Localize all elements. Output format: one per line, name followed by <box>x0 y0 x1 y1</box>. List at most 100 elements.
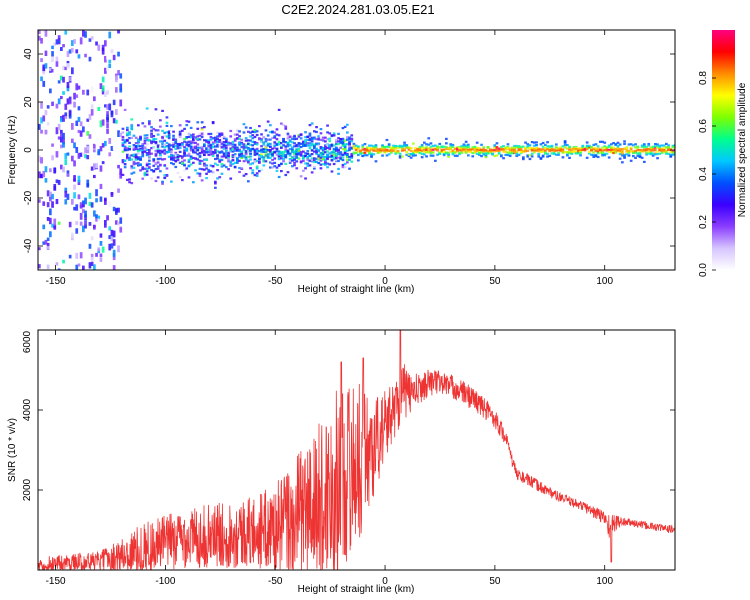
heat-cell <box>365 146 369 149</box>
heat-cell <box>313 159 316 162</box>
heat-cell <box>330 159 334 162</box>
heat-cell <box>244 153 248 156</box>
heat-cell <box>550 152 554 155</box>
heat-cell <box>480 149 483 152</box>
heat-cell <box>317 144 321 147</box>
heat-cell <box>93 163 96 170</box>
heat-cell <box>315 126 318 129</box>
heat-cell <box>352 142 356 145</box>
heat-cell <box>297 133 301 137</box>
heat-cell <box>64 190 68 198</box>
heat-cell <box>156 158 160 161</box>
heat-cell <box>38 264 41 269</box>
colorbar-tick-label: 0.6 <box>698 119 709 133</box>
heat-cell <box>187 154 191 157</box>
heat-cell <box>90 253 94 258</box>
heat-cell <box>198 146 202 149</box>
heat-cell <box>357 153 360 157</box>
heat-cell <box>519 147 523 151</box>
heat-cell <box>258 161 261 164</box>
heat-cell <box>172 154 175 157</box>
heat-cell <box>348 149 351 152</box>
heat-cell <box>541 148 545 151</box>
heat-cell <box>643 160 646 163</box>
heat-cell <box>636 149 640 152</box>
heat-cell <box>57 180 61 185</box>
heat-cell <box>207 150 211 154</box>
heat-cell <box>460 151 464 154</box>
heat-cell <box>159 157 162 160</box>
heat-cell <box>341 144 345 147</box>
heat-cell <box>383 151 387 154</box>
heat-cell <box>172 145 175 148</box>
heat-cell <box>88 201 92 207</box>
heat-cell <box>222 164 226 167</box>
heat-cell <box>258 150 261 153</box>
heat-cell <box>159 140 162 143</box>
heat-cell <box>332 150 336 153</box>
heat-cell <box>49 191 52 199</box>
heat-cell <box>238 153 241 156</box>
heat-cell <box>95 82 98 87</box>
heat-cell <box>588 144 591 147</box>
heat-cell <box>161 135 164 139</box>
heat-cell <box>211 171 215 174</box>
heat-cell <box>200 133 204 136</box>
heat-cell <box>51 56 54 62</box>
heat-cell <box>304 144 307 147</box>
heat-cell <box>55 262 59 266</box>
heat-cell <box>172 130 175 133</box>
heat-cell <box>321 153 325 156</box>
heat-cell <box>134 162 138 165</box>
heat-cell <box>42 30 46 32</box>
heat-cell <box>363 149 367 152</box>
heat-cell <box>51 193 54 200</box>
heat-cell <box>310 157 314 160</box>
heat-cell <box>302 155 305 158</box>
heat-cell <box>53 42 57 46</box>
heat-cell <box>75 49 79 54</box>
heat-cell <box>522 156 525 159</box>
heat-cell <box>130 126 134 129</box>
heat-cell <box>141 155 145 158</box>
heat-cell <box>60 47 63 51</box>
heat-cell <box>445 137 448 140</box>
heat-cell <box>97 150 101 155</box>
heat-cell <box>130 127 134 130</box>
heat-cell <box>106 128 109 134</box>
heat-cell <box>90 166 94 171</box>
heat-cell <box>46 246 50 250</box>
heat-cell <box>313 150 316 153</box>
heat-cell <box>480 151 483 154</box>
heat-cell <box>200 128 204 131</box>
heat-cell <box>601 149 604 152</box>
heat-cell <box>288 148 292 151</box>
heat-cell <box>594 155 598 158</box>
heat-cell <box>500 145 503 149</box>
heat-cell <box>654 143 657 146</box>
heat-cell <box>141 166 145 169</box>
heat-cell <box>563 146 567 149</box>
heat-cell <box>645 148 648 151</box>
heat-cell <box>139 156 142 159</box>
heat-cell <box>486 152 490 155</box>
heat-cell <box>203 153 206 156</box>
heat-cell <box>326 155 329 158</box>
heat-cell <box>306 142 310 145</box>
heat-cell <box>236 160 239 163</box>
heat-cell <box>196 172 200 175</box>
heat-cell <box>84 210 87 218</box>
heat-cell <box>165 131 169 134</box>
heat-cell <box>141 147 145 150</box>
heat-cell <box>522 145 525 148</box>
heat-cell <box>42 201 46 206</box>
heat-cell <box>68 49 72 54</box>
heat-cell <box>42 115 46 122</box>
heat-cell <box>271 154 274 157</box>
heat-cell <box>359 152 362 155</box>
heat-cell <box>225 154 228 157</box>
heat-cell <box>409 156 413 159</box>
heat-cell <box>497 147 501 150</box>
heat-cell <box>515 154 519 157</box>
heat-cell <box>172 158 175 162</box>
